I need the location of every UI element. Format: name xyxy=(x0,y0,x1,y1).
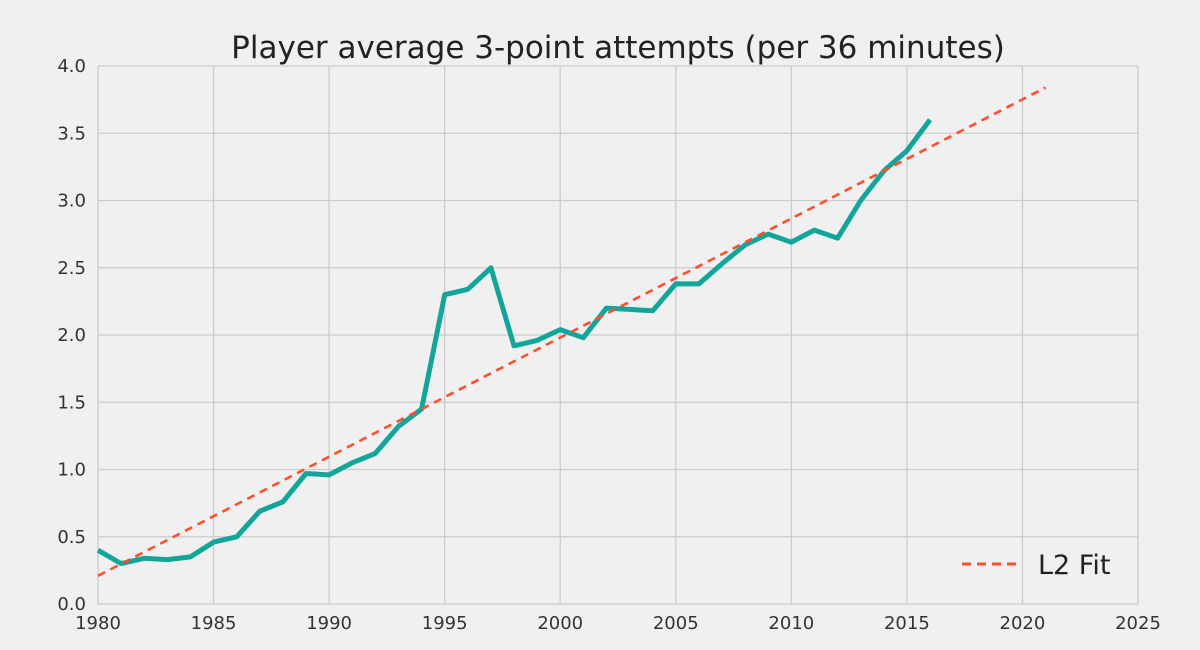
y-tick-label: 1.5 xyxy=(57,392,86,413)
x-tick-label: 2015 xyxy=(884,613,930,634)
series-layer xyxy=(96,86,1047,577)
y-tick-label: 3.0 xyxy=(57,191,86,212)
grid xyxy=(97,65,1139,605)
y-tick-label: 2.5 xyxy=(57,258,86,279)
x-tick-label: 1980 xyxy=(75,613,121,634)
chart-title: Player average 3-point attempts (per 36 … xyxy=(231,30,1005,66)
y-tick-label: 0.0 xyxy=(57,594,86,615)
y-tick-label: 0.5 xyxy=(57,527,86,548)
legend: L2 Fit xyxy=(962,550,1110,581)
series-line-l2-fit xyxy=(97,86,1047,577)
series-line-3pa xyxy=(96,118,933,567)
x-tick-label: 2025 xyxy=(1115,613,1161,634)
x-tick-label: 1995 xyxy=(422,613,468,634)
x-tick-label: 2000 xyxy=(537,613,583,634)
y-tick-label: 4.0 xyxy=(57,56,86,77)
y-tick-label: 2.0 xyxy=(57,325,86,346)
x-tick-label: 2005 xyxy=(653,613,699,634)
y-tick-label: 3.5 xyxy=(57,123,86,144)
x-axis-ticks: 1980 1985 1990 1995 2000 2005 2010 2015 2020 2025 xyxy=(75,613,1161,634)
x-tick-label: 2020 xyxy=(1000,613,1046,634)
x-tick-label: 2010 xyxy=(768,613,814,634)
y-tick-label: 1.0 xyxy=(57,460,86,481)
legend-label-l2-fit: L2 Fit xyxy=(1038,550,1110,581)
x-tick-label: 1990 xyxy=(306,613,352,634)
x-tick-label: 1985 xyxy=(191,613,237,634)
y-axis-ticks: 0.0 0.5 1.0 1.5 2.0 2.5 3.0 3.5 4.0 xyxy=(57,56,86,615)
